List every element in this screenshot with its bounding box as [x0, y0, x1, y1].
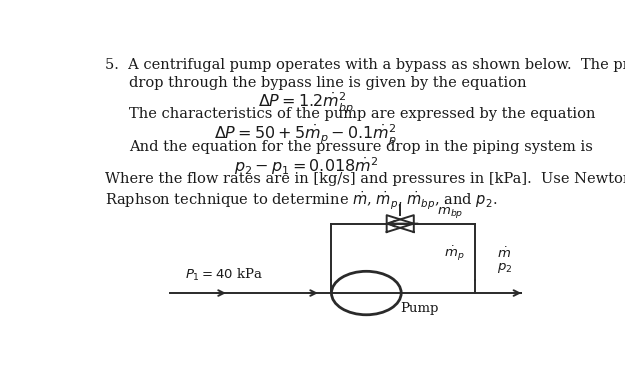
- Text: And the equation for the pressure drop in the piping system is: And the equation for the pressure drop i…: [129, 140, 593, 154]
- Text: drop through the bypass line is given by the equation: drop through the bypass line is given by…: [129, 76, 527, 90]
- Text: Pump: Pump: [400, 301, 439, 315]
- Text: Raphson technique to determine $\dot{m}$, $\dot{m}_p$, $\dot{m}_{bp}$, and $p_2$: Raphson technique to determine $\dot{m}$…: [105, 189, 497, 212]
- Text: $p_2 - p_1 = 0.018\dot{m}^2$: $p_2 - p_1 = 0.018\dot{m}^2$: [234, 156, 378, 178]
- Text: $p_2$: $p_2$: [497, 261, 512, 275]
- Text: 5.  A centrifugal pump operates with a bypass as shown below.  The pressure: 5. A centrifugal pump operates with a by…: [105, 58, 625, 72]
- Text: $\dot{m}_{bp}$: $\dot{m}_{bp}$: [436, 202, 463, 221]
- Text: $\Delta P = 1.2\dot{m}^2_{bp}$: $\Delta P = 1.2\dot{m}^2_{bp}$: [258, 91, 354, 116]
- Text: The characteristics of the pump are expressed by the equation: The characteristics of the pump are expr…: [129, 107, 596, 122]
- Text: Where the flow rates are in [kg/s] and pressures in [kPa].  Use Newton-: Where the flow rates are in [kg/s] and p…: [105, 172, 625, 186]
- Text: $\dot{m}$: $\dot{m}$: [497, 247, 511, 261]
- Text: $P_1 = 40$ kPa: $P_1 = 40$ kPa: [185, 267, 262, 283]
- Text: $\Delta P = 50 + 5\dot{m}_p - 0.1\dot{m}^2_p$: $\Delta P = 50 + 5\dot{m}_p - 0.1\dot{m}…: [214, 123, 398, 148]
- Text: $\dot{m}_p$: $\dot{m}_p$: [444, 245, 464, 263]
